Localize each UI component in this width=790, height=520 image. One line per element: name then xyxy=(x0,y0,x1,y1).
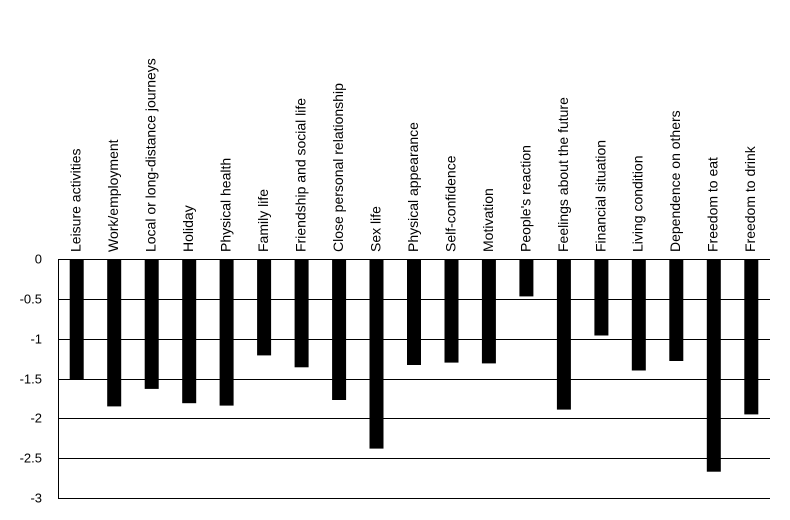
category-label: People's reaction xyxy=(517,145,533,252)
category-label: Dependence on others xyxy=(667,110,683,252)
y-tick-label: -3 xyxy=(30,491,42,506)
category-label: Friendship and social life xyxy=(292,98,308,252)
bar xyxy=(294,259,309,368)
category-label: Motivation xyxy=(480,188,496,252)
category-label: Feelings about the future xyxy=(555,97,571,252)
bar xyxy=(107,259,122,407)
category-label: Freedom to eat xyxy=(705,157,721,252)
bar xyxy=(519,259,534,297)
bar xyxy=(69,259,84,380)
bar xyxy=(407,259,421,365)
y-tick-label: 0 xyxy=(35,252,42,267)
category-label: Sex life xyxy=(367,206,383,252)
category-label: Family life xyxy=(255,189,271,252)
bar xyxy=(444,259,459,363)
bar xyxy=(556,259,571,410)
bar xyxy=(669,259,684,361)
y-tick-label: -1.5 xyxy=(20,372,42,387)
bar xyxy=(332,259,347,400)
bar xyxy=(219,259,234,406)
category-label: Living condition xyxy=(630,155,646,252)
category-label: Leisure activities xyxy=(68,149,84,253)
category-label: Physical health xyxy=(218,158,234,252)
bar xyxy=(144,259,159,389)
category-label: Holiday xyxy=(180,205,196,252)
y-tick-label: -2 xyxy=(30,411,42,426)
category-label: Freedom to drink xyxy=(742,145,758,252)
bar xyxy=(631,259,646,371)
y-tick-label: -1 xyxy=(30,332,42,347)
bar xyxy=(481,259,496,364)
category-label: Financial situation xyxy=(592,140,608,252)
bar xyxy=(706,259,721,472)
category-label: Work/employment xyxy=(105,139,121,252)
category-label: Self-confidence xyxy=(442,155,458,252)
y-tick-label: -2.5 xyxy=(20,451,42,466)
bar xyxy=(182,259,197,404)
bar xyxy=(594,259,609,336)
bars xyxy=(69,259,759,472)
y-axis-ticks: 0 -0.5 -1 -1.5 -2 -2.5 -3 xyxy=(20,252,42,506)
category-labels: Leisure activities Work/employment Local o… xyxy=(68,58,759,252)
bar xyxy=(257,259,272,356)
category-label: Physical appearance xyxy=(405,122,421,252)
bar xyxy=(369,259,384,449)
category-label: Local or long-distance journeys xyxy=(143,58,159,252)
bar xyxy=(744,259,759,415)
category-label: Close personal relationship xyxy=(330,83,346,252)
y-tick-label: -0.5 xyxy=(20,292,42,307)
